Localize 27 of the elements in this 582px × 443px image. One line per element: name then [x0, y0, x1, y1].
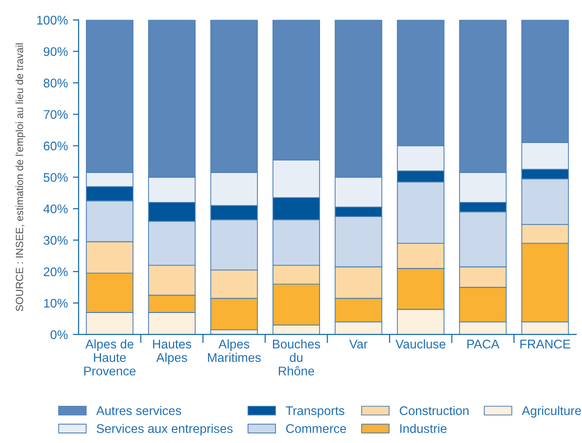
- y-tick-label: 40%: [43, 204, 68, 214]
- y-tick-label: 50%: [44, 173, 68, 182]
- y-tick-label: 0%: [50, 330, 68, 340]
- legend-label: Commerce: [286, 424, 346, 434]
- x-tick-label: PACA: [467, 340, 500, 349]
- legend-label: Agriculture: [522, 406, 581, 418]
- x-tick-label: Bouches du Rhône: [272, 339, 320, 376]
- x-tick-label: Alpes Maritimes: [208, 339, 261, 362]
- y-tick-label: 30%: [44, 236, 68, 245]
- x-tick-label: Alpes de Haute Provence: [84, 339, 136, 376]
- source-note: SOURCE : INSEE, estimation de l'emploi au lieu de travail: [16, 43, 26, 312]
- y-tick-label: 20%: [44, 267, 68, 276]
- legend-label: Construction: [400, 406, 468, 416]
- x-tick-label: Var: [349, 340, 368, 349]
- legend-label: Services aux entreprises: [96, 424, 233, 436]
- legend-label: Transports: [286, 406, 344, 418]
- y-tick-label: 10%: [44, 298, 68, 308]
- y-tick-label: 60%: [44, 142, 68, 150]
- x-tick-label: Hautes Alpes: [153, 340, 192, 364]
- legend-label: Industrie: [400, 424, 447, 434]
- legend-label: Autres services: [96, 406, 182, 416]
- y-tick-label: 100%: [37, 16, 68, 25]
- y-tick-label: 80%: [44, 78, 68, 88]
- x-tick-label: Vaucluse: [395, 339, 446, 349]
- y-tick-label: 70%: [44, 110, 68, 119]
- x-tick-label: FRANCE: [520, 340, 570, 349]
- y-tick-label: 90%: [44, 47, 68, 56]
